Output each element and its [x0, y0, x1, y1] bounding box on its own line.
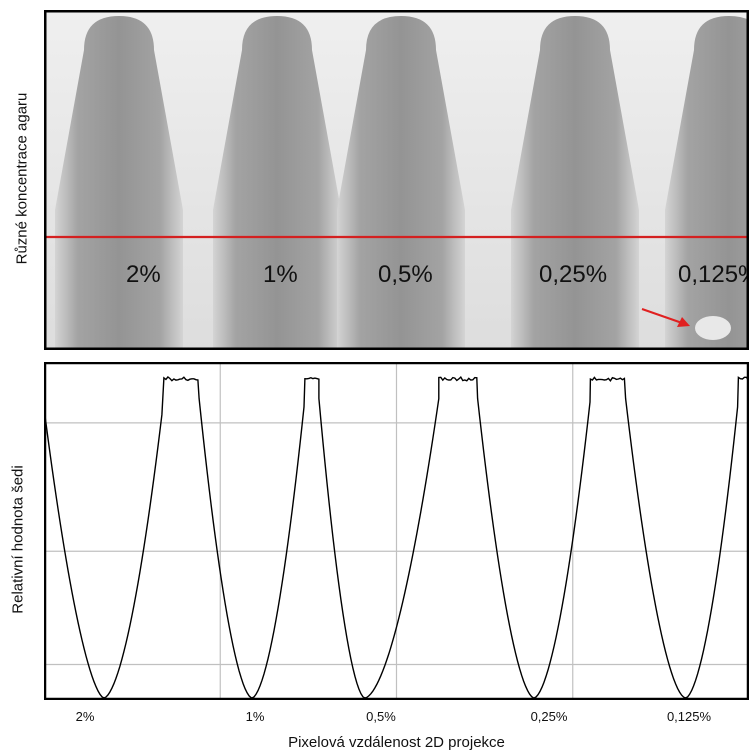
sample-label: 0,5% [378, 261, 433, 288]
profile-y-axis-label: Relativní hodnota šedi [9, 465, 27, 614]
sample-tube-4 [511, 16, 639, 350]
sample-label: 1% [263, 261, 298, 288]
xray-image-panel: 2% 1% 0,5% 0,25% 0,125% [44, 10, 749, 350]
sample-label: 0,25% [539, 261, 607, 288]
sample-tube-5 [665, 16, 749, 350]
grey-profile-chart [44, 362, 749, 700]
profile-x-axis-label: Pixelová vzdálenost 2D projekce [288, 734, 505, 751]
x-tick-label: 0,125% [666, 709, 712, 724]
x-tick-label: 0,25% [530, 709, 568, 724]
xray-y-axis-label: Různé koncentrace agaru [13, 92, 31, 265]
arrow-icon [641, 308, 690, 327]
air-bubble [695, 316, 731, 340]
sample-tube-3 [337, 16, 465, 350]
grey-value-profile-line [44, 375, 749, 699]
x-tick-label: 1% [245, 709, 265, 724]
sample-tube-1 [55, 16, 183, 350]
sample-label: 2% [126, 261, 161, 288]
sample-label: 0,125% [678, 261, 749, 288]
sample-tube-2 [213, 16, 341, 350]
x-tick-label: 2% [75, 709, 95, 724]
x-tick-label: 0,5% [366, 709, 396, 724]
